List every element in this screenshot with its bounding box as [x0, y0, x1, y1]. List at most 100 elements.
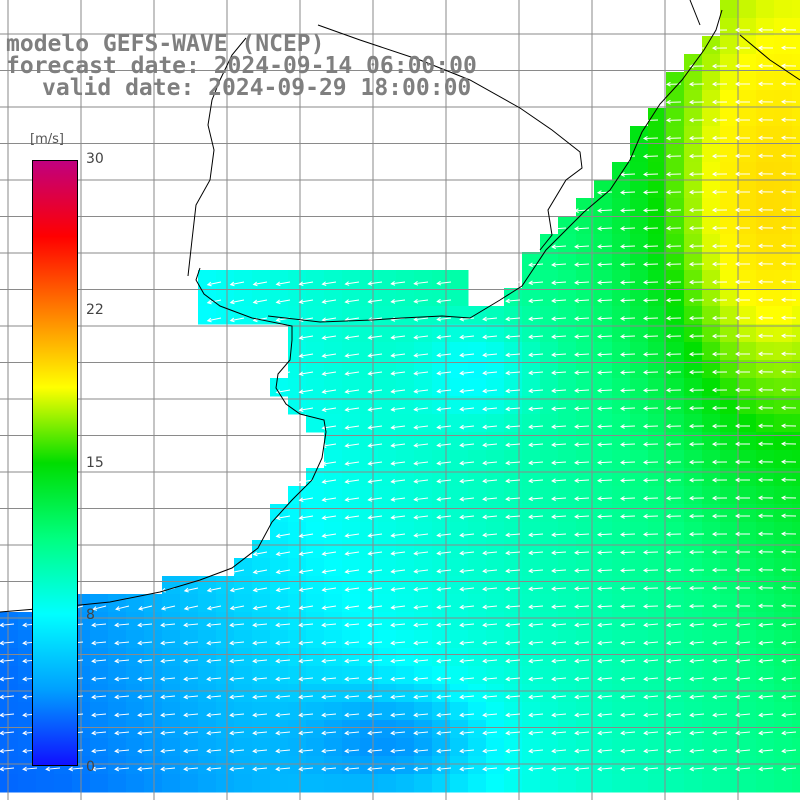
wind-arrow — [506, 767, 521, 770]
wind-arrow-head — [0, 622, 5, 628]
wind-arrow — [391, 389, 406, 393]
field-cell — [720, 576, 739, 595]
field-cell — [702, 72, 721, 91]
field-cell — [306, 684, 325, 703]
wind-arrow-head — [413, 532, 419, 538]
wind-arrow-head — [229, 317, 235, 323]
wind-arrow-head — [436, 532, 442, 538]
field-cell — [738, 684, 757, 703]
field-cell — [648, 594, 667, 613]
field-cell — [594, 558, 613, 577]
wind-arrow — [598, 389, 613, 392]
field-cell — [252, 702, 271, 721]
field-cell — [702, 774, 721, 793]
field-cell — [144, 756, 163, 775]
field-cell — [396, 306, 415, 325]
wind-arrow — [368, 623, 383, 626]
wind-arrow-head — [298, 353, 304, 359]
field-cell — [342, 306, 361, 325]
field-cell — [234, 630, 253, 649]
field-cell — [594, 666, 613, 685]
wind-arrow — [115, 677, 130, 680]
wind-arrow — [253, 587, 268, 592]
wind-arrow — [552, 443, 567, 446]
wind-arrow — [621, 569, 636, 572]
wind-arrow — [575, 749, 590, 752]
wind-arrow-head — [183, 622, 189, 628]
wind-arrow-head — [597, 622, 603, 628]
wind-arrow-head — [574, 532, 579, 538]
wind-arrow — [138, 587, 153, 592]
wind-arrow-head — [344, 353, 350, 358]
field-cell — [594, 378, 613, 397]
wind-arrow-head — [390, 551, 396, 556]
wind-arrow-head — [505, 478, 511, 484]
field-cell — [702, 720, 721, 739]
wind-arrow — [598, 641, 613, 644]
wind-arrow-head — [413, 658, 419, 664]
field-cell — [594, 342, 613, 361]
wind-arrow — [460, 659, 475, 662]
field-cell — [522, 360, 541, 379]
field-cell — [450, 468, 469, 487]
wind-arrow — [115, 713, 130, 716]
field-cell — [792, 486, 800, 505]
field-cell — [576, 702, 595, 721]
wind-arrow-head — [229, 766, 235, 772]
wind-arrow — [437, 335, 452, 339]
wind-arrow — [161, 731, 176, 734]
field-cell — [342, 774, 361, 793]
field-cell — [306, 324, 325, 343]
wind-arrow-head — [505, 658, 511, 664]
field-cell — [720, 360, 739, 379]
wind-arrow-head — [0, 676, 5, 682]
wind-arrow-head — [757, 135, 763, 141]
field-cell — [792, 198, 800, 217]
wind-arrow-head — [643, 640, 649, 646]
wind-arrow-head — [734, 63, 740, 69]
wind-arrow-head — [275, 676, 281, 682]
wind-arrow — [345, 389, 360, 393]
field-cell — [720, 252, 739, 271]
wind-arrow-head — [436, 568, 442, 574]
field-cell — [342, 324, 361, 343]
wind-arrow — [368, 767, 383, 770]
wind-arrow-head — [574, 280, 579, 286]
wind-arrow-head — [22, 676, 28, 682]
wind-arrow-head — [390, 658, 396, 664]
field-cell — [666, 702, 685, 721]
field-cell — [504, 558, 523, 577]
wind-arrow-head — [574, 226, 579, 232]
field-cell — [378, 558, 397, 577]
wind-arrow-head — [114, 694, 120, 700]
wind-arrow — [483, 623, 498, 626]
field-cell — [234, 594, 253, 613]
wind-arrow — [483, 767, 498, 770]
field-cell — [324, 540, 343, 559]
wind-arrow — [713, 623, 728, 626]
wind-arrow-head — [459, 586, 465, 592]
field-cell — [630, 522, 649, 541]
field-cell — [108, 720, 127, 739]
field-cell — [306, 738, 325, 757]
field-cell — [792, 450, 800, 469]
wind-arrow-head — [666, 676, 672, 682]
field-cell — [360, 630, 379, 649]
field-cell — [18, 720, 37, 739]
wind-arrow — [782, 695, 797, 698]
field-cell — [774, 198, 793, 217]
wind-arrow — [598, 749, 613, 752]
field-cell — [774, 396, 793, 415]
field-cell — [558, 288, 577, 307]
field-cell — [702, 378, 721, 397]
wind-arrow-head — [436, 604, 442, 610]
field-cell — [630, 450, 649, 469]
field-cell — [486, 342, 505, 361]
wind-arrow-head — [252, 551, 258, 557]
field-cell — [702, 324, 721, 343]
field-cell — [756, 0, 775, 19]
field-cell — [306, 288, 325, 307]
wind-arrow-head — [757, 351, 763, 357]
field-cell — [342, 684, 361, 703]
wind-arrow-head — [298, 766, 304, 772]
